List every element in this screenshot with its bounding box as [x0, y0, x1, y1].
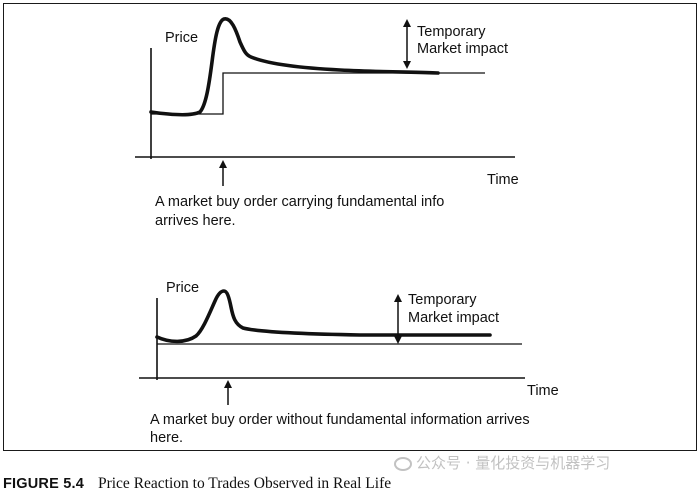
- wechat-icon: [394, 457, 412, 471]
- bottom-price-curve: [155, 289, 492, 344]
- top-order-arrival-arrow: [219, 160, 227, 186]
- top-price-axis-label: Price: [165, 30, 199, 46]
- watermark: 公众号 · 量化投资与机器学习: [394, 453, 610, 473]
- top-note-line2: arrives here.: [155, 213, 236, 229]
- top-price-curve: [149, 17, 440, 117]
- top-time-axis-label: Time: [487, 172, 519, 188]
- top-note-line1: A market buy order carrying fundamental …: [155, 194, 445, 210]
- bottom-price-axis-label: Price: [166, 280, 200, 296]
- top-panel: [135, 17, 515, 186]
- bottom-impact-label-line2: Market impact: [408, 310, 500, 326]
- watermark-text: 公众号 · 量化投资与机器学习: [416, 454, 611, 472]
- bottom-time-axis-label: Time: [527, 383, 559, 399]
- figure-caption: FIGURE 5.4 Price Reaction to Trades Obser…: [3, 474, 391, 494]
- bottom-impact-arrow: [394, 294, 402, 344]
- bottom-panel: [139, 289, 525, 405]
- top-impact-label-line1: Temporary: [417, 24, 486, 40]
- bottom-note-line2: here.: [150, 430, 184, 446]
- bottom-order-arrival-arrow: [224, 380, 232, 405]
- top-impact-arrow: [403, 19, 411, 69]
- figure-title: Price Reaction to Trades Observed in Rea…: [97, 475, 392, 492]
- top-impact-label-line2: Market impact: [417, 41, 509, 57]
- figure-number: FIGURE 5.4: [3, 476, 84, 492]
- figure-frame: [3, 3, 697, 451]
- bottom-impact-label-line1: Temporary: [408, 292, 477, 308]
- bottom-note-line1: A market buy order without fundamental i…: [150, 412, 530, 428]
